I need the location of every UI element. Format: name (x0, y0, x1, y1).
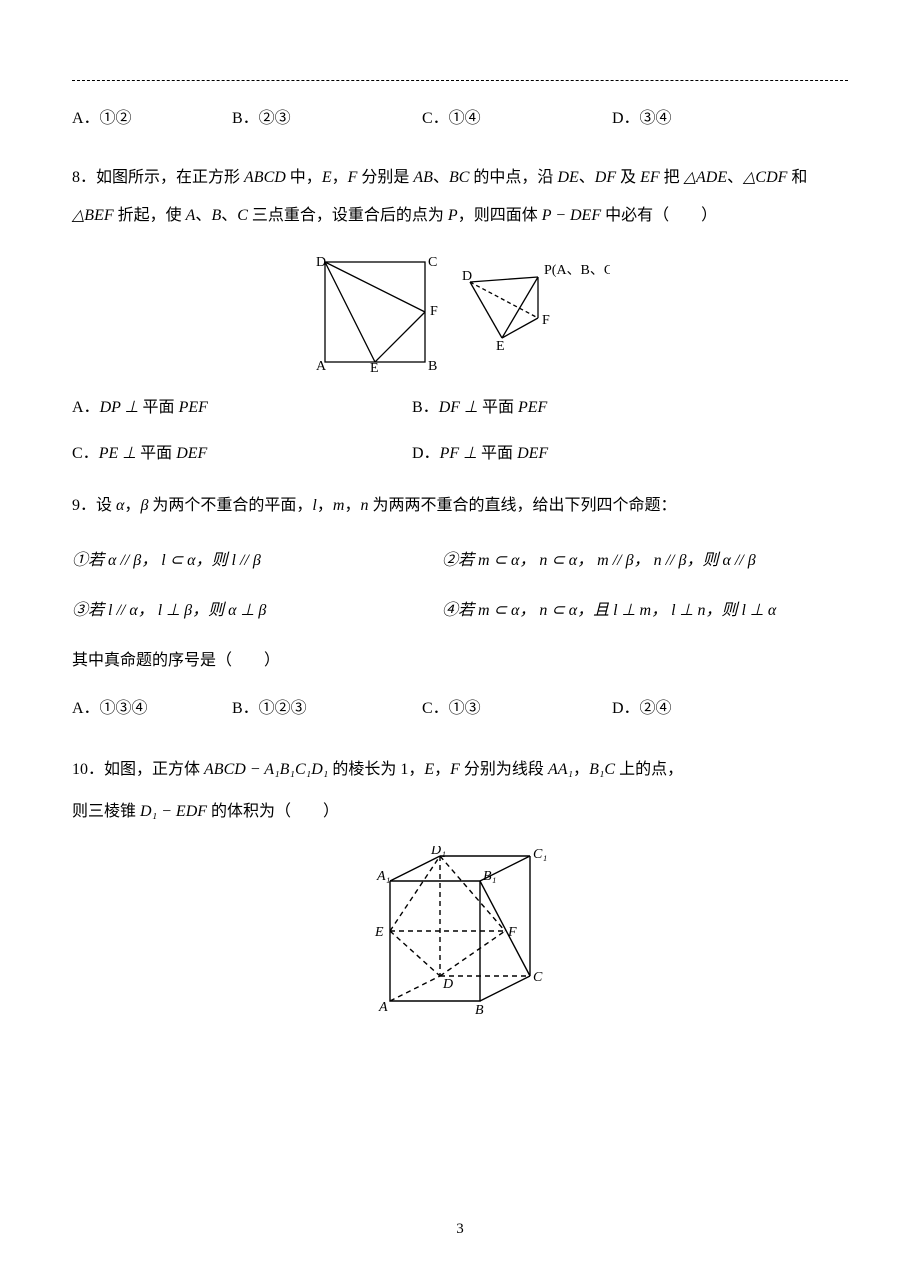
q8-t16: 中必有（ ） (605, 207, 717, 224)
q8-m-bc: BC (449, 169, 469, 186)
lbl-A: A (316, 359, 327, 372)
q7-option-d: D．③④ (612, 107, 672, 131)
q8-t12: 、 (195, 207, 211, 224)
q9-tail: 其中真命题的序号是（ ） (72, 649, 848, 673)
q8-option-c: C．PE ⊥ 平面 DEF (72, 442, 412, 466)
lbl-A1: A₁ (376, 869, 390, 884)
q8-m-e: E (322, 169, 332, 186)
lbl-E: E (370, 361, 379, 372)
q9-stmt-row2: ③若 l // α， l ⊥ β，则 α ⊥ β ④若 m ⊂ α， n ⊂ α… (72, 599, 848, 623)
lbl-C: C (428, 255, 437, 270)
q9-stmt2: ②若 m ⊂ α， n ⊂ α， m // β， n // β，则 α // β (442, 549, 756, 573)
q8-m-b: B (211, 207, 221, 224)
q8-m-f: F (348, 169, 358, 186)
q9-stem: 9．设 α，β 为两个不重合的平面，l，m，n 为两两不重合的直线，给出下列四个… (72, 488, 848, 523)
q8-option-a: A．DP ⊥ 平面 PEF (72, 396, 412, 420)
lbl-F: F (430, 304, 438, 319)
q8-m-abcd: ABCD (244, 169, 286, 186)
q8-t0: 8．如图所示，在正方形 (72, 169, 244, 186)
q7-options: A．①② B．②③ C．①④ D．③④ (72, 107, 848, 131)
q8-figure: D C A B E F D P(A、B、C) F E (72, 252, 848, 372)
q8-t7: 及 (616, 169, 640, 186)
q7-option-b: B．②③ (232, 107, 422, 131)
q8-t10: 和 (787, 169, 807, 186)
lbl-E10: E (374, 925, 384, 940)
q8-m-de: DE (557, 169, 578, 186)
q8-option-b: B．DF ⊥ 平面 PEF (412, 396, 547, 420)
q9-option-a: A．①③④ (72, 697, 232, 721)
q8-m-ab: AB (413, 169, 433, 186)
q10-stem: 10．如图，正方体 ABCD − A₁B₁C₁D₁ 的棱长为 1，E，F 分别为… (72, 749, 848, 832)
lbl-tF: F (542, 313, 550, 328)
q8-m-p: P (448, 207, 458, 224)
lbl-D: D (316, 255, 326, 270)
lbl-D10: D (442, 977, 453, 992)
q9-options: A．①③④ B．①②③ C．①③ D．②④ (72, 697, 848, 721)
q8-m-df: DF (595, 169, 616, 186)
lbl-C1: C₁ (533, 847, 547, 862)
q8-t5: 的中点，沿 (469, 169, 557, 186)
q9-stmt4: ④若 m ⊂ α， n ⊂ α，且 l ⊥ m， l ⊥ n，则 l ⊥ α (442, 599, 776, 623)
q8-tetra-svg: D P(A、B、C) F E (460, 252, 610, 362)
q8-m-bef: △BEF (72, 207, 114, 224)
q9-option-c: C．①③ (422, 697, 612, 721)
q10-figure: A₁ B₁ C₁ D₁ A B C D E F (72, 846, 848, 1016)
q8-t2: ， (332, 169, 348, 186)
lbl-F10: F (507, 925, 517, 940)
q8-t3: 分别是 (357, 169, 413, 186)
q8-t6: 、 (579, 169, 595, 186)
q8-m-cdf: △CDF (743, 169, 787, 186)
q7-option-c: C．①④ (422, 107, 612, 131)
page-number: 3 (0, 1218, 920, 1241)
lbl-C10: C (533, 970, 543, 985)
q8-t11: 折起，使 (114, 207, 186, 224)
q8-t14: 三点重合，设重合后的点为 (248, 207, 448, 224)
q9-option-b: B．①②③ (232, 697, 422, 721)
top-dashed-rule (72, 80, 848, 81)
q8-options: A．DP ⊥ 平面 PEF B．DF ⊥ 平面 PEF C．PE ⊥ 平面 DE… (72, 396, 848, 466)
q9-stmt3: ③若 l // α， l ⊥ β，则 α ⊥ β (72, 599, 442, 623)
lbl-A10: A (378, 1000, 388, 1015)
lbl-B: B (428, 359, 437, 372)
q8-m-c: C (237, 207, 248, 224)
q8-stem: 8．如图所示，在正方形 ABCD 中，E，F 分别是 AB、BC 的中点，沿 D… (72, 159, 848, 236)
q8-m-ade: △ADE (684, 169, 727, 186)
lbl-tD: D (462, 269, 472, 284)
q8-t9: 、 (727, 169, 743, 186)
q8-t13: 、 (221, 207, 237, 224)
q8-t15: ，则四面体 (458, 207, 542, 224)
lbl-B1: B₁ (483, 869, 496, 884)
q8-t1: 中， (286, 169, 322, 186)
q8-m-a: A (186, 207, 196, 224)
q8-m-ef: EF (640, 169, 660, 186)
lbl-tP: P(A、B、C) (544, 263, 610, 278)
lbl-tE: E (496, 339, 505, 354)
lbl-B10: B (475, 1003, 484, 1016)
q9-option-d: D．②④ (612, 697, 672, 721)
q10-cube-svg: A₁ B₁ C₁ D₁ A B C D E F (365, 846, 555, 1016)
q8-square-svg: D C A B E F (310, 252, 440, 372)
q8-option-d: D．PF ⊥ 平面 DEF (412, 442, 548, 466)
page: A．①② B．②③ C．①④ D．③④ 8．如图所示，在正方形 ABCD 中，E… (0, 0, 920, 1274)
q9-stmt-row1: ①若 α // β， l ⊂ α，则 l // β ②若 m ⊂ α， n ⊂ … (72, 549, 848, 573)
q8-t8: 把 (660, 169, 680, 186)
lbl-D1: D₁ (430, 846, 446, 858)
q8-m-pdef: P − DEF (542, 207, 601, 224)
q7-option-a: A．①② (72, 107, 232, 131)
q9-stmt1: ①若 α // β， l ⊂ α，则 l // β (72, 549, 442, 573)
q8-t4: 、 (433, 169, 449, 186)
